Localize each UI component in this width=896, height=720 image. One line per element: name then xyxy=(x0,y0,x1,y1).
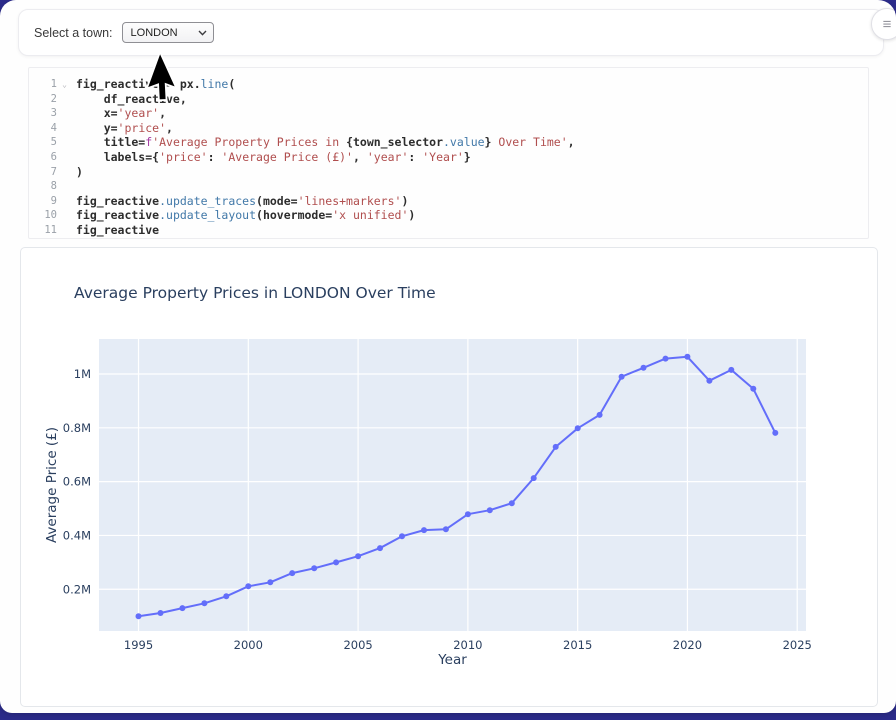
menu-button[interactable]: ≡ xyxy=(871,8,896,40)
data-point-marker[interactable] xyxy=(662,355,669,362)
data-point-marker[interactable] xyxy=(508,500,515,507)
town-select[interactable]: LONDON xyxy=(121,22,214,43)
x-tick-label: 2020 xyxy=(673,638,702,652)
data-point-marker[interactable] xyxy=(486,507,493,514)
code-cell[interactable]: 1 ⌄ 2 3 4 5 6 7 8 9 10 11 fig_reactive = px.line( d… xyxy=(28,67,869,239)
data-point-marker[interactable] xyxy=(530,475,537,482)
data-point-marker[interactable] xyxy=(750,385,757,392)
chart-title: Average Property Prices in LONDON Over T… xyxy=(74,284,436,302)
data-point-marker[interactable] xyxy=(355,553,362,560)
data-point-marker[interactable] xyxy=(245,583,252,590)
y-tick-label: 0.4M xyxy=(63,528,91,542)
data-point-marker[interactable] xyxy=(201,600,208,607)
data-point-marker[interactable] xyxy=(728,366,735,373)
data-point-marker[interactable] xyxy=(267,579,274,586)
data-point-marker[interactable] xyxy=(179,605,186,612)
data-point-marker[interactable] xyxy=(157,610,164,616)
x-tick-label: 2010 xyxy=(453,638,482,652)
y-tick-label: 0.2M xyxy=(63,582,91,596)
data-point-marker[interactable] xyxy=(618,373,625,380)
x-tick-label: 2005 xyxy=(343,638,372,652)
chart-output-card: 1995 2000 2005 2010 2015 2020 2025 0.2M 0.4M 0.6M… xyxy=(20,247,878,707)
x-tick-label: 2000 xyxy=(234,638,263,652)
y-tick-label: 0.6M xyxy=(63,475,91,489)
data-point-marker[interactable] xyxy=(574,425,581,432)
hamburger-icon: ≡ xyxy=(882,15,892,33)
price-line-series[interactable] xyxy=(138,355,777,618)
data-point-marker[interactable] xyxy=(311,565,318,572)
data-point-marker[interactable] xyxy=(442,526,449,533)
x-tick-label: 2015 xyxy=(563,638,592,652)
y-axis-title: Average Price (£) xyxy=(44,427,60,543)
x-axis-title: Year xyxy=(437,652,467,668)
y-tick-label: 0.8M xyxy=(63,421,91,435)
data-point-marker[interactable] xyxy=(706,377,713,384)
data-point-marker[interactable] xyxy=(684,353,691,360)
data-point-marker[interactable] xyxy=(596,411,603,418)
town-select-value: LONDON xyxy=(130,26,178,39)
town-select-label: Select a town: xyxy=(34,25,113,40)
code-lines: fig_reactive = px.line( df_reactive, x='… xyxy=(76,77,575,237)
x-tick-label: 1995 xyxy=(124,638,153,652)
fold-chevron-icon[interactable]: ⌄ xyxy=(62,80,67,89)
x-tick-label: 2025 xyxy=(783,638,812,652)
data-point-marker[interactable] xyxy=(289,570,296,577)
data-point-marker[interactable] xyxy=(377,545,383,552)
data-point-marker[interactable] xyxy=(421,527,427,534)
data-point-marker[interactable] xyxy=(135,613,142,620)
data-point-marker[interactable] xyxy=(772,429,779,436)
code-gutter: 1 ⌄ 2 3 4 5 6 7 8 9 10 11 xyxy=(44,78,67,236)
data-point-marker[interactable] xyxy=(640,364,647,371)
property-price-chart[interactable]: 1995 2000 2005 2010 2015 2020 2025 0.2M 0.4M 0.6M… xyxy=(21,248,877,706)
town-selector-bar: Select a town: LONDON ≡ xyxy=(18,8,896,56)
data-point-marker[interactable] xyxy=(399,533,405,540)
y-tick-label: 1M xyxy=(74,367,91,381)
plot-area[interactable] xyxy=(99,339,806,631)
data-point-marker[interactable] xyxy=(333,559,340,566)
chevron-down-icon xyxy=(198,30,207,36)
data-point-marker[interactable] xyxy=(223,593,230,600)
data-point-marker[interactable] xyxy=(464,511,471,518)
data-point-marker[interactable] xyxy=(552,443,559,450)
